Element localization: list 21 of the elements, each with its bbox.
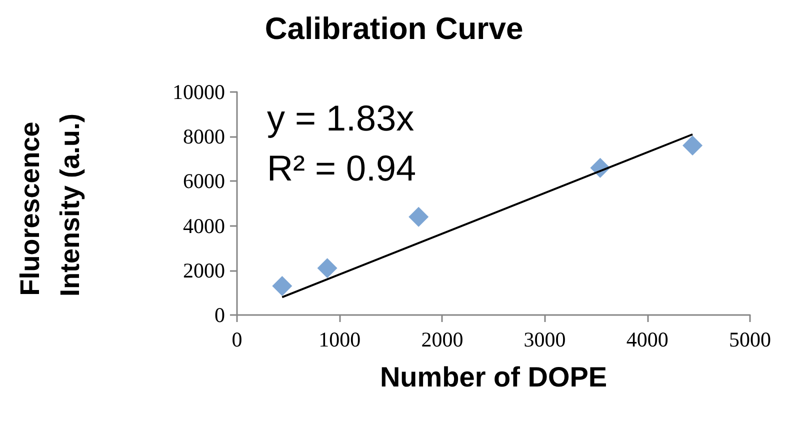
y-tick-label: 2000 (183, 258, 225, 282)
y-axis-title: Fluorescence Intensity (a.u.) (15, 113, 85, 297)
annotation: R² = 0.94 (267, 148, 416, 188)
annotation: y = 1.83x (267, 98, 414, 138)
point (272, 276, 292, 296)
y-tick-label: 8000 (183, 124, 225, 149)
x-axis-title: Number of DOPE (380, 362, 608, 392)
point (682, 136, 703, 156)
x-tick-label: 0 (232, 328, 242, 352)
y-tick-label: 0 (214, 303, 225, 327)
x-tick-label: 5000 (729, 328, 771, 352)
point (408, 206, 429, 227)
point (317, 258, 338, 278)
x-tick-label: 1000 (318, 328, 361, 352)
y-tick-label: 4000 (183, 214, 225, 238)
x-tick-label: 3000 (524, 328, 566, 352)
chart-title: Calibration Curve (264, 11, 524, 46)
x-tick-label: 2000 (421, 328, 464, 352)
y-tick-label: 10000 (172, 80, 225, 104)
y-tick-label: 6000 (183, 169, 225, 194)
x-tick-label: 4000 (626, 328, 668, 352)
